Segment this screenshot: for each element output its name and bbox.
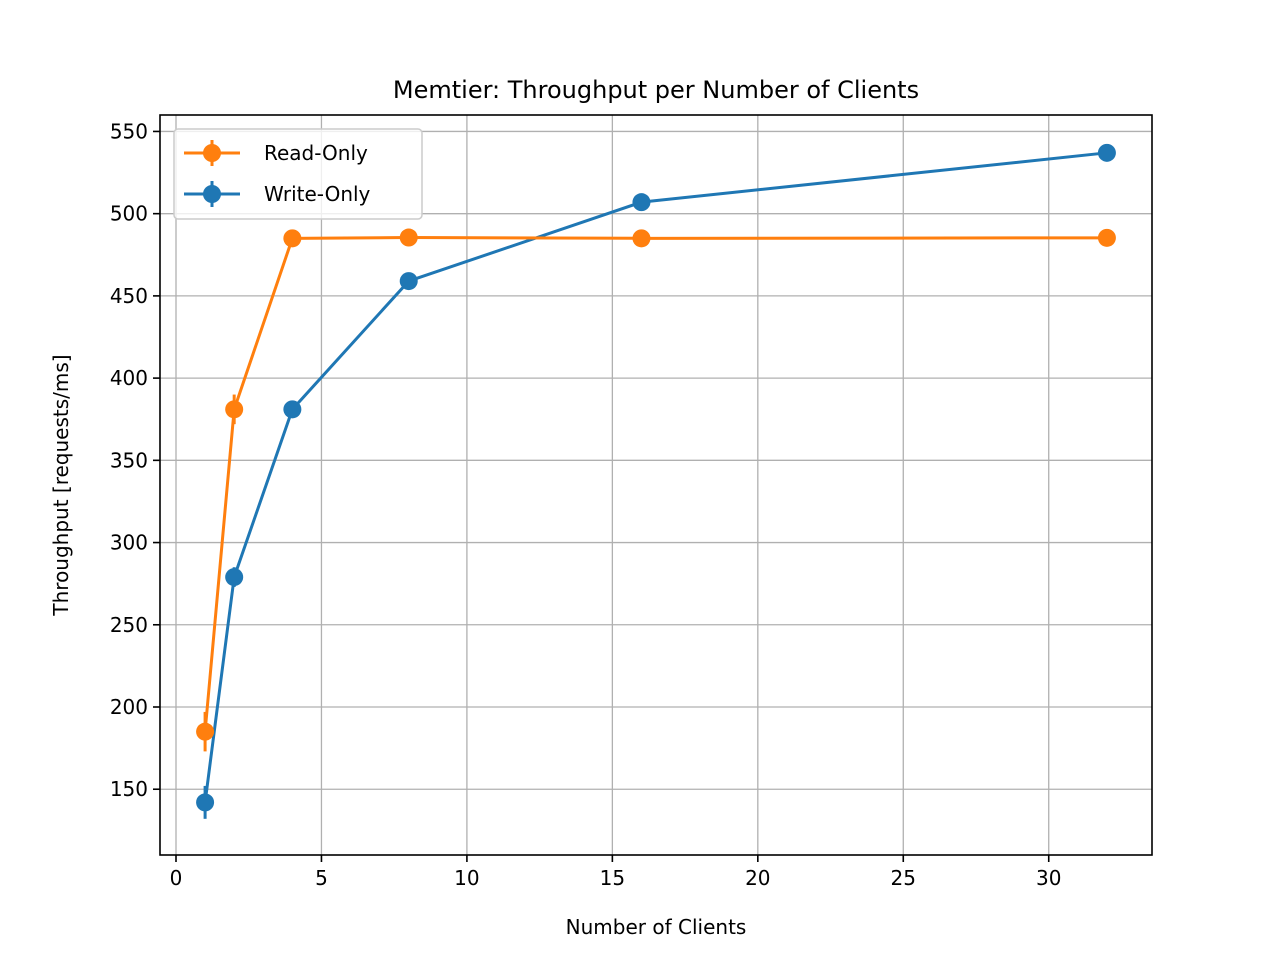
data-point [196,722,215,741]
series-write-only [196,143,1116,819]
y-tick-label: 200 [110,695,148,719]
ticks: 0 5 10 15 20 25 30 150 200 250 300 350 400 450 500 550 [110,119,1062,890]
legend-marker [203,185,221,203]
x-tick-label: 20 [745,866,770,890]
data-point [399,272,418,291]
legend-entry: Write-Only [184,181,371,207]
plot-frame [159,114,1153,856]
x-tick-label: 15 [600,866,625,890]
y-tick-label: 300 [110,531,148,555]
series-line [203,236,1107,732]
data-point [283,229,302,248]
data-point [225,400,244,419]
y-tick-label: 450 [110,284,148,308]
y-axis-label: Throughput [requests/ms] [49,354,73,616]
x-axis-label: Number of Clients [566,915,747,939]
data-point [196,793,215,812]
y-tick-label: 250 [110,613,148,637]
data-point [1097,228,1116,247]
y-tick-label: 400 [110,366,148,390]
x-tick-label: 10 [454,866,479,890]
legend-label: Write-Only [264,182,371,206]
series-line [203,151,1108,803]
x-tick-label: 25 [891,866,916,890]
x-tick-label: 30 [1036,866,1061,890]
data-point [632,229,651,248]
x-tick-label: 5 [315,866,328,890]
data-point [1097,143,1116,162]
series-layer [196,143,1116,819]
legend-entry: Read-Only [184,140,368,166]
y-tick-label: 150 [110,777,148,801]
y-tick-label: 550 [110,119,148,143]
data-point [225,568,244,587]
y-tick-label: 500 [110,202,148,226]
y-tick-label: 350 [110,448,148,472]
data-point [399,228,418,247]
legend: Read-Only Write-Only [173,128,423,220]
series-read-only [196,228,1116,752]
data-point [632,193,651,212]
legend-label: Read-Only [264,141,368,165]
legend-marker [203,144,221,162]
chart-title: Memtier: Throughput per Number of Client… [393,76,919,104]
data-point [283,400,302,419]
x-tick-label: 0 [170,866,183,890]
